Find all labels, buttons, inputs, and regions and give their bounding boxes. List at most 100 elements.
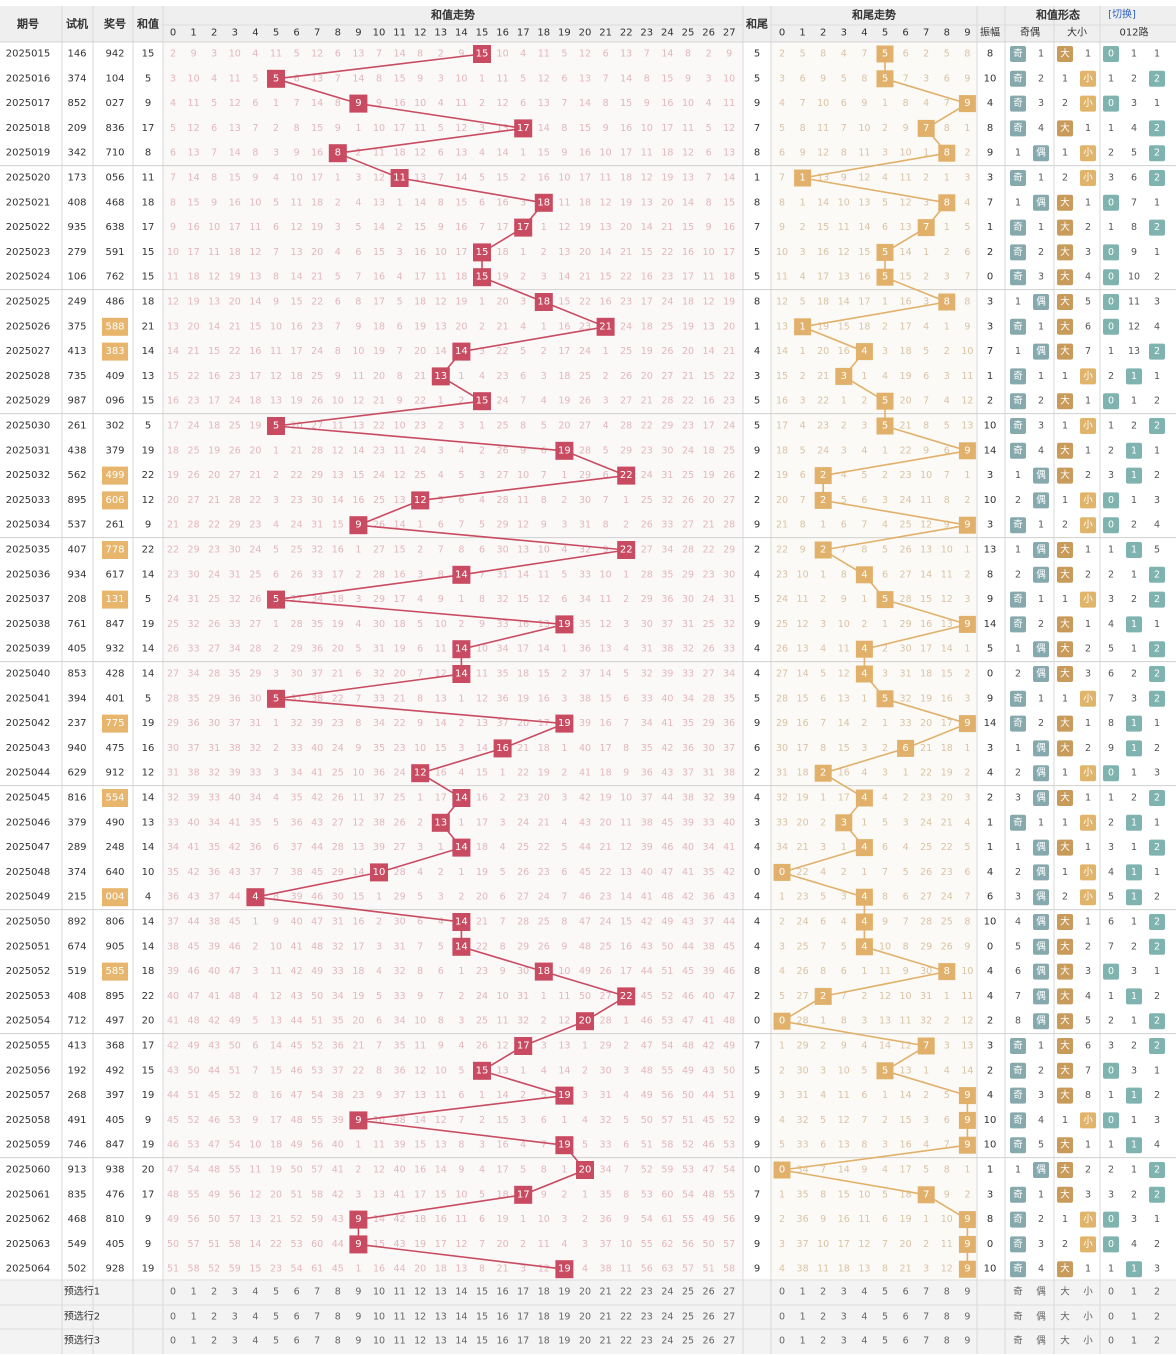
odd-even-label: 奇 — [1013, 395, 1023, 407]
tail-miss-count: 3 — [923, 73, 929, 84]
sum-miss-count: 13 — [373, 1189, 385, 1200]
sum-miss-count: 6 — [355, 247, 361, 258]
road-miss: 13 — [1128, 346, 1140, 357]
road-label: 2 — [1154, 669, 1160, 680]
preselect-road: 0 — [1108, 1336, 1114, 1347]
tail-miss-count: 6 — [800, 73, 806, 84]
sum-miss-count: 41 — [723, 842, 735, 853]
tail-miss-count: 1 — [820, 520, 826, 531]
sum-miss-count: 1 — [397, 197, 403, 208]
tail-miss-count: 7 — [923, 396, 929, 407]
tail-miss-count: 5 — [820, 669, 826, 680]
sum-miss-count: 20 — [620, 222, 632, 233]
machine-cell: 761 — [67, 619, 86, 630]
tail-miss-count: 5 — [779, 123, 785, 134]
odd-even-miss: 6 — [1015, 966, 1021, 977]
machine-cell: 215 — [67, 892, 86, 903]
odd-even-badge — [1033, 914, 1049, 930]
sum-miss-count: 1 — [623, 1016, 629, 1027]
sum-miss-count: 9 — [273, 297, 279, 308]
sum-miss-count: 45 — [703, 1115, 715, 1126]
sum-miss-count: 10 — [167, 247, 179, 258]
big-small-badge — [1057, 641, 1073, 658]
tail-miss-count: 14 — [941, 644, 953, 655]
odd-even-miss: 1 — [1015, 545, 1021, 556]
pair-highlight — [102, 541, 128, 559]
sum-miss-count: 35 — [229, 669, 241, 680]
big-small-miss: 1 — [1062, 73, 1068, 84]
header-tail: 和尾 — [746, 17, 768, 31]
big-small-miss: 5 — [1085, 1016, 1091, 1027]
machine-cell: 853 — [67, 669, 86, 680]
tail-miss-count: 12 — [797, 619, 809, 630]
tail-miss-count: 22 — [817, 396, 829, 407]
big-small-miss: 1 — [1085, 396, 1091, 407]
sum-miss-count: 35 — [208, 842, 220, 853]
sum-miss-count: 24 — [600, 917, 612, 928]
tail-miss-count: 10 — [838, 197, 850, 208]
sum-miss-count: 11 — [641, 148, 653, 159]
tail-miss-count: 9 — [820, 1214, 826, 1225]
tail-miss-count: 16 — [838, 768, 850, 779]
sum-miss-count: 15 — [497, 173, 509, 184]
sum-miss-count: 8 — [397, 371, 403, 382]
road-miss: 1 — [1154, 1065, 1160, 1076]
sum-point — [267, 590, 285, 609]
sum-miss-count: 36 — [291, 817, 303, 828]
tail-miss-count: 2 — [964, 768, 970, 779]
sum-miss-count: 19 — [188, 297, 200, 308]
tail-miss-count: 5 — [841, 941, 847, 952]
preselect-sum-cell: 12 — [414, 1312, 426, 1323]
preselect-road: 2 — [1154, 1312, 1160, 1323]
tail-miss-count: 3 — [882, 346, 888, 357]
tail-miss-count: 12 — [858, 173, 870, 184]
tail-miss-count: 2 — [779, 1065, 785, 1076]
sum-miss-count: 36 — [394, 1065, 406, 1076]
sum-miss-count: 36 — [600, 1214, 612, 1225]
road-label: 2 — [1154, 148, 1160, 159]
tail-point-label: 4 — [861, 941, 867, 952]
sum-miss-count: 21 — [352, 1041, 364, 1052]
sum-miss-count: 4 — [273, 793, 279, 804]
tail-miss-count: 6 — [861, 495, 867, 506]
sum-miss-count: 7 — [644, 49, 650, 60]
sum-miss-count: 48 — [311, 941, 323, 952]
road-badge — [1149, 839, 1165, 856]
sum-miss-count: 29 — [188, 545, 200, 556]
sum-miss-count: 24 — [249, 545, 261, 556]
sum-miss-count: 12 — [373, 173, 385, 184]
odd-even-label: 奇 — [1013, 717, 1023, 729]
odd-even-miss: 1 — [1038, 817, 1044, 828]
sum-miss-count: 27 — [620, 396, 632, 407]
sum-point-label: 18 — [537, 297, 550, 308]
big-small-miss: 1 — [1085, 49, 1091, 60]
sum-miss-count: 6 — [520, 371, 526, 382]
sum-miss-count: 45 — [167, 1115, 179, 1126]
sum-miss-count: 10 — [208, 222, 220, 233]
sum-miss-count: 1 — [520, 247, 526, 258]
big-small-miss: 4 — [1085, 272, 1091, 283]
sum-miss-count: 29 — [208, 693, 220, 704]
machine-cell: 289 — [67, 842, 86, 853]
big-small-label: 大 — [1060, 246, 1070, 258]
odd-even-badge — [1010, 1236, 1026, 1253]
sum-miss-count: 47 — [291, 1090, 303, 1101]
sum-miss-count: 8 — [561, 917, 567, 928]
tail-miss-count: 3 — [923, 1115, 929, 1126]
sum-miss-count: 15 — [291, 297, 303, 308]
preselect-sum-cell: 17 — [517, 1312, 529, 1323]
tail-miss-count: 8 — [841, 1016, 847, 1027]
sum-miss-count: 3 — [438, 892, 444, 903]
tail-miss-count: 17 — [858, 297, 870, 308]
sum-miss-count: 4 — [273, 520, 279, 531]
tail-miss-count: 4 — [923, 321, 929, 332]
sum-miss-count: 4 — [355, 619, 361, 630]
odd-even-label: 偶 — [1036, 643, 1046, 655]
odd-even-miss: 2 — [1038, 619, 1044, 630]
preselect-sum-cell: 21 — [600, 1312, 612, 1323]
tail-point — [855, 566, 873, 584]
tail-miss-count: 11 — [961, 991, 973, 1002]
sum-miss-count: 12 — [600, 619, 612, 630]
prize-cell: 928 — [105, 1264, 124, 1275]
big-small-label: 小 — [1083, 768, 1093, 779]
